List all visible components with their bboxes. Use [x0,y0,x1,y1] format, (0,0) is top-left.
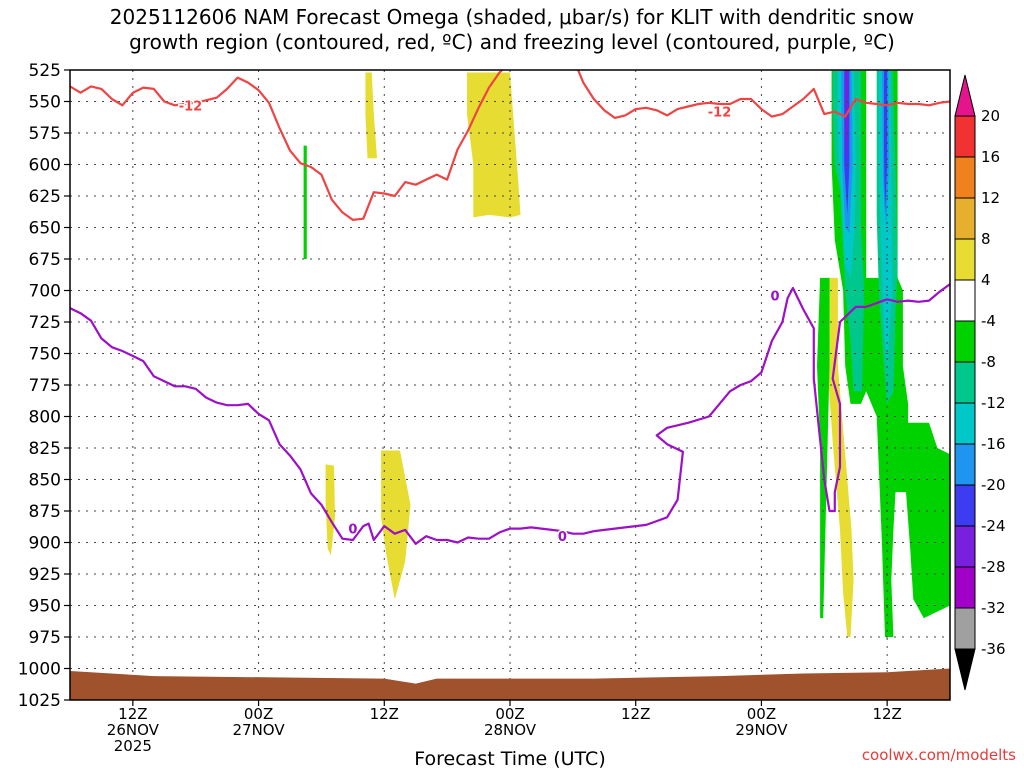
y-tick-label-750: 750 [29,345,61,365]
colorbar-label-7: -12 [981,394,1006,412]
y-axis: 525 550 575 600 625 650 675 700 725 750 775 800 825 8… [18,61,70,711]
colorbar-bin-11 [954,525,976,568]
x-tick-label-42-1: 28NOV [484,721,537,739]
omega-region-1 [467,72,521,218]
x-tick-label-6-1: 26NOV [107,721,160,739]
colorbar-bin-bottom [954,648,976,691]
colorbar-bin-top [954,74,976,117]
y-tick-label-625: 625 [29,187,61,207]
colorbar-label-4: 4 [981,271,991,289]
colorbar-bin-10 [954,484,976,527]
credit-text: coolwx.com/modelts [862,746,1016,764]
x-axis-label: Forecast Time (UTC) [414,748,605,768]
omega-region-16 [845,70,849,165]
y-tick-label-975: 975 [29,628,61,648]
omega-shading [303,70,950,637]
x-tick-label-30-0: 12Z [370,705,399,723]
freezing-contour-label-1: 0 [558,530,567,545]
y-tick-label-825: 825 [29,439,61,459]
y-tick-label-675: 675 [29,250,61,270]
colorbar-bin-9 [954,443,976,486]
omega-region-2 [325,464,335,556]
colorbar-label-5: -4 [981,312,996,330]
colorbar-label-11: -28 [981,558,1006,576]
freezing-contour-line [70,283,950,545]
colorbar: 20 16 12 8 4 -4 -8 -12 -16 -20 -24 -28 -32 -36 [954,74,1006,691]
x-tick-label-18-1: 27NOV [233,721,286,739]
colorbar-bin-5 [954,279,976,322]
dendritic-contour-label-0: -12 [179,99,203,114]
colorbar-bin-4 [954,238,976,281]
x-tick-label-18-0: 00Z [244,705,273,723]
x-tick-label-54-0: 12Z [621,705,650,723]
colorbar-bin-7 [954,361,976,404]
colorbar-label-9: -20 [981,476,1006,494]
dendritic-contour-label-1: -12 [708,106,732,121]
ground-fill [70,668,950,700]
colorbar-bin-6 [954,320,976,363]
colorbar-bin-1 [954,115,976,158]
colorbar-label-12: -32 [981,599,1006,617]
y-tick-label-650: 650 [29,219,61,239]
omega-region-3 [381,450,411,600]
plot-area: -12 -12 0 0 0 [69,69,951,701]
y-tick-label-900: 900 [29,534,61,554]
y-tick-label-700: 700 [29,282,61,302]
y-tick-label-725: 725 [29,313,61,333]
y-tick-label-850: 850 [29,471,61,491]
y-tick-label-1025: 1025 [18,691,61,711]
y-tick-label-525: 525 [29,61,61,81]
colorbar-label-1: 16 [981,148,1000,166]
colorbar-label-2: 12 [981,189,1000,207]
x-tick-label-6-0: 12Z [118,705,147,723]
colorbar-label-0: 20 [981,107,1000,125]
y-tick-label-575: 575 [29,124,61,144]
x-tick-label-42-0: 00Z [495,705,524,723]
colorbar-label-6: -8 [981,353,996,371]
title-line-1: 2025112606 NAM Forecast Omega (shaded, μ… [110,5,914,29]
y-tick-label-600: 600 [29,156,61,176]
colorbar-label-13: -36 [981,640,1006,658]
y-tick-label-800: 800 [29,408,61,428]
x-tick-label-78-0: 12Z [872,705,901,723]
grid-lines [70,70,950,700]
colorbar-label-10: -24 [981,517,1006,535]
colorbar-bin-2 [954,156,976,199]
x-tick-label-6-2: 2025 [114,737,152,755]
y-tick-label-1000: 1000 [18,660,61,680]
y-tick-label-950: 950 [29,597,61,617]
x-tick-label-66-1: 29NOV [735,721,788,739]
freezing-contour-label-0: 0 [348,523,357,538]
omega-region-5 [303,145,307,259]
y-tick-label-925: 925 [29,565,61,585]
ground-surface [70,668,950,700]
freezing-contour-label-2: 0 [771,290,780,305]
omega-region-0 [365,72,377,159]
chart-title: 2025112606 NAM Forecast Omega (shaded, μ… [110,5,914,54]
y-tick-label-550: 550 [29,93,61,113]
colorbar-label-3: 8 [981,230,991,248]
y-tick-label-875: 875 [29,502,61,522]
colorbar-label-8: -16 [981,435,1006,453]
colorbar-bin-3 [954,197,976,240]
contours: -12 -12 0 0 0 [70,70,950,547]
colorbar-bin-12 [954,566,976,609]
y-tick-label-775: 775 [29,376,61,396]
colorbar-bin-8 [954,402,976,445]
colorbar-bin-13 [954,607,976,650]
x-tick-label-66-0: 00Z [747,705,776,723]
dendritic-contour-line [70,70,950,221]
title-line-2: growth region (contoured, red, ºC) and f… [129,30,895,54]
